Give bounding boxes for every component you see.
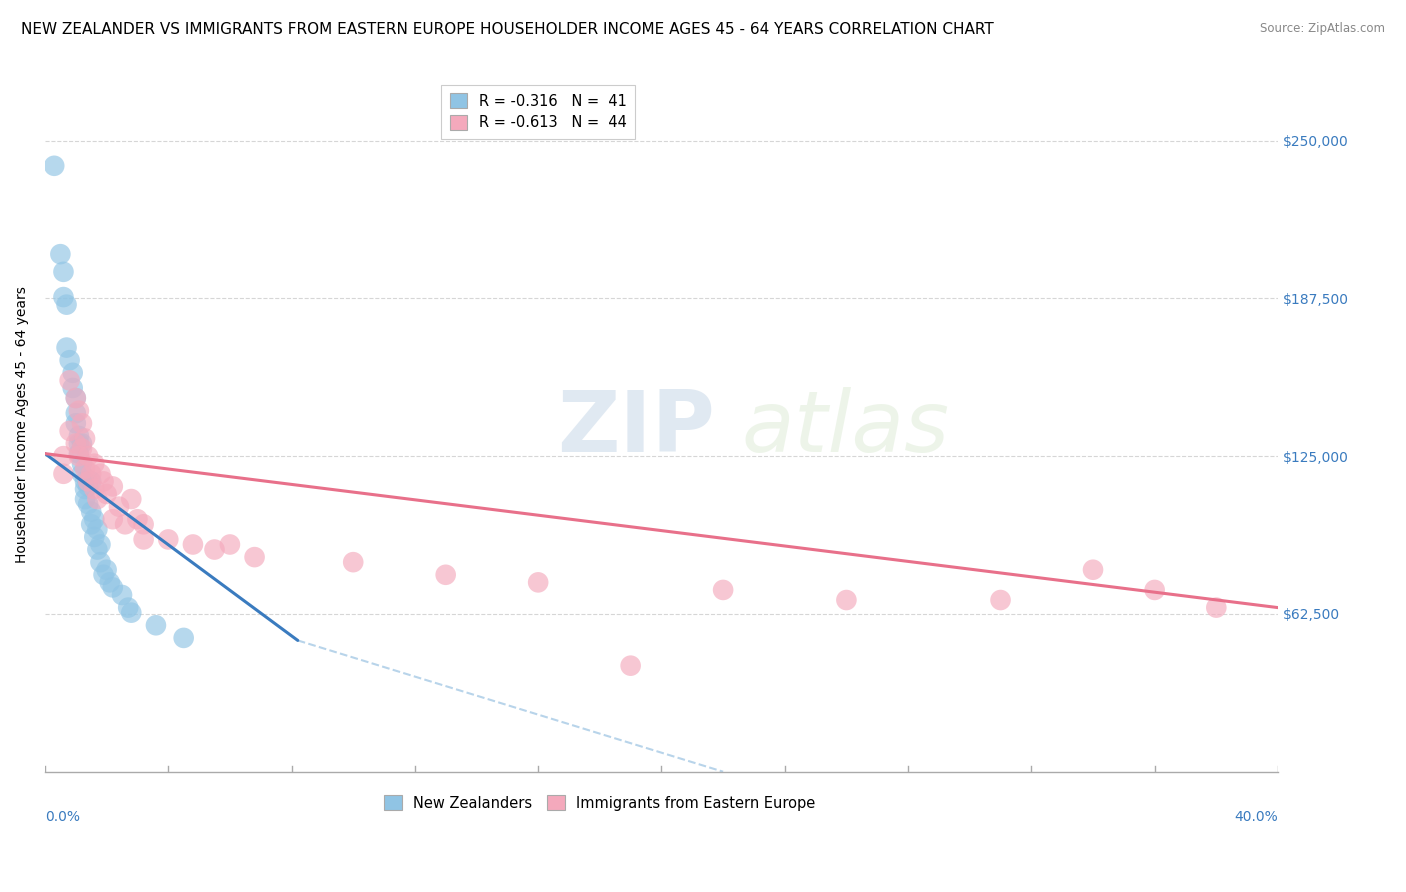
Point xyxy=(219,537,242,551)
Point xyxy=(620,658,643,673)
Point xyxy=(70,436,93,450)
Point xyxy=(67,429,90,443)
Point xyxy=(55,341,77,355)
Point xyxy=(1143,582,1166,597)
Point xyxy=(96,563,118,577)
Point xyxy=(77,479,100,493)
Point xyxy=(108,500,131,514)
Point xyxy=(243,550,266,565)
Point xyxy=(83,482,105,496)
Point xyxy=(52,290,75,304)
Point xyxy=(527,575,550,590)
Point xyxy=(89,537,111,551)
Text: ZIP: ZIP xyxy=(557,386,714,469)
Point xyxy=(62,366,84,380)
Point xyxy=(127,512,149,526)
Y-axis label: Householder Income Ages 45 - 64 years: Householder Income Ages 45 - 64 years xyxy=(15,286,30,563)
Point xyxy=(93,475,115,489)
Point xyxy=(67,449,90,463)
Point xyxy=(77,497,100,511)
Text: Source: ZipAtlas.com: Source: ZipAtlas.com xyxy=(1260,22,1385,36)
Legend: New Zealanders, Immigrants from Eastern Europe: New Zealanders, Immigrants from Eastern … xyxy=(378,789,821,816)
Point xyxy=(49,247,72,261)
Point xyxy=(89,467,111,481)
Point xyxy=(62,381,84,395)
Point xyxy=(65,391,87,405)
Point xyxy=(173,631,195,645)
Point xyxy=(86,522,108,536)
Text: NEW ZEALANDER VS IMMIGRANTS FROM EASTERN EUROPE HOUSEHOLDER INCOME AGES 45 - 64 : NEW ZEALANDER VS IMMIGRANTS FROM EASTERN… xyxy=(21,22,994,37)
Point xyxy=(73,482,96,496)
Point xyxy=(70,442,93,456)
Point xyxy=(204,542,226,557)
Point xyxy=(80,505,103,519)
Point xyxy=(96,487,118,501)
Point xyxy=(98,575,121,590)
Point xyxy=(434,567,457,582)
Point xyxy=(70,417,93,431)
Point xyxy=(1205,600,1227,615)
Point xyxy=(73,491,96,506)
Point xyxy=(77,475,100,489)
Point xyxy=(44,159,66,173)
Point xyxy=(86,491,108,506)
Point xyxy=(101,581,124,595)
Point xyxy=(73,462,96,476)
Point xyxy=(80,467,103,481)
Point xyxy=(83,530,105,544)
Point xyxy=(59,353,82,368)
Point xyxy=(59,424,82,438)
Point xyxy=(52,467,75,481)
Point xyxy=(101,479,124,493)
Point xyxy=(73,475,96,489)
Text: 40.0%: 40.0% xyxy=(1234,810,1278,824)
Point xyxy=(145,618,167,632)
Point xyxy=(70,467,93,481)
Point xyxy=(77,449,100,463)
Point xyxy=(52,449,75,463)
Point xyxy=(101,512,124,526)
Point xyxy=(132,533,155,547)
Point xyxy=(59,373,82,387)
Point xyxy=(120,606,142,620)
Point xyxy=(65,417,87,431)
Point xyxy=(80,475,103,489)
Point xyxy=(990,593,1012,607)
Point xyxy=(65,391,87,405)
Text: atlas: atlas xyxy=(741,386,949,469)
Point xyxy=(67,403,90,417)
Point xyxy=(52,265,75,279)
Point xyxy=(114,517,136,532)
Point xyxy=(83,457,105,471)
Point xyxy=(67,436,90,450)
Point xyxy=(89,555,111,569)
Point xyxy=(55,298,77,312)
Point xyxy=(111,588,134,602)
Text: 0.0%: 0.0% xyxy=(45,810,80,824)
Point xyxy=(711,582,734,597)
Point xyxy=(80,517,103,532)
Point xyxy=(835,593,858,607)
Point xyxy=(181,537,204,551)
Point xyxy=(157,533,180,547)
Point xyxy=(67,447,90,461)
Point xyxy=(93,567,115,582)
Point xyxy=(65,436,87,450)
Point xyxy=(86,542,108,557)
Point xyxy=(73,432,96,446)
Point xyxy=(1081,563,1104,577)
Point xyxy=(70,457,93,471)
Point xyxy=(120,491,142,506)
Point xyxy=(342,555,364,569)
Point xyxy=(65,406,87,420)
Point xyxy=(132,517,155,532)
Point xyxy=(117,600,139,615)
Point xyxy=(83,512,105,526)
